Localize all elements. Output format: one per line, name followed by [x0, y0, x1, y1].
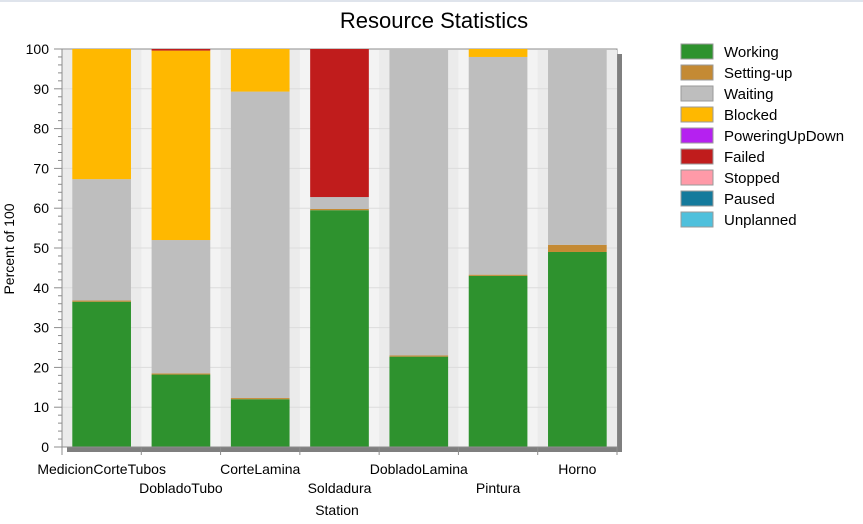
bar-segment-setting-up-dobladolamina	[389, 355, 449, 357]
bar-segment-waiting-horno	[548, 49, 607, 245]
legend-label-waiting: Waiting	[724, 86, 773, 103]
legend: Working Setting-up Waiting Blocked PoweringU…	[680, 43, 844, 229]
x-tick-label: Pintura	[476, 480, 521, 496]
legend-swatch-stopped	[680, 169, 714, 186]
bar-segment-blocked-pintura	[468, 49, 528, 57]
x-tick-label: DobladoTubo	[139, 480, 223, 496]
bar-segment-working-cortelamina	[230, 399, 290, 447]
bar-segment-working-horno	[548, 251, 607, 447]
legend-label-unplanned: Unplanned	[724, 212, 797, 229]
bar-segment-setting-up-medicioncortetubos	[72, 300, 131, 302]
plot-area	[61, 48, 622, 452]
legend-swatch-poweringupdown	[680, 127, 714, 144]
y-axis-label: Percent of 100	[1, 203, 17, 294]
bar-segment-failed-soldadura	[310, 49, 369, 198]
legend-swatch-unplanned	[680, 211, 714, 228]
legend-label-failed: Failed	[724, 149, 765, 166]
y-tick-label: 50	[33, 240, 49, 256]
legend-swatch-waiting	[680, 85, 714, 102]
x-tick-label: Soldadura	[308, 480, 372, 496]
legend-label-working: Working	[724, 44, 779, 61]
legend-label-poweringupdown: PoweringUpDown	[724, 128, 844, 145]
y-axis: 0 10 20 30 40 50 60 70 80 90 100	[26, 41, 63, 455]
legend-label-stopped: Stopped	[724, 170, 780, 187]
y-tick-label: 90	[33, 81, 49, 97]
bar-segment-working-dobladotubo	[151, 374, 211, 447]
bar-segment-working-soldadura	[310, 210, 369, 447]
y-tick-label: 10	[33, 399, 49, 415]
bar-segment-working-dobladolamina	[389, 356, 449, 447]
legend-label-blocked: Blocked	[724, 107, 777, 124]
bar-segment-blocked-cortelamina	[230, 49, 290, 92]
x-tick-label: MedicionCorteTubos	[37, 461, 166, 477]
y-tick-label: 80	[33, 121, 49, 137]
legend-swatch-failed	[680, 148, 714, 165]
x-tick-label: Horno	[558, 461, 596, 477]
legend-swatch-paused	[680, 190, 714, 207]
x-axis-label: Station	[315, 502, 359, 518]
bar-segment-waiting-dobladolamina	[389, 49, 449, 356]
y-tick-label: 0	[41, 439, 49, 455]
bar-segment-setting-up-dobladotubo	[151, 373, 211, 375]
bar-segment-working-medicioncortetubos	[72, 301, 131, 447]
y-tick-label: 20	[33, 359, 49, 375]
chart-title: Resource Statistics	[340, 8, 528, 33]
bar-segment-waiting-pintura	[468, 56, 528, 275]
bar-segment-working-pintura	[468, 275, 528, 447]
legend-label-setting-up: Setting-up	[724, 65, 792, 82]
x-axis: MedicionCorteTubos DobladoTubo CorteLamina…	[37, 446, 618, 496]
y-tick-label: 60	[33, 200, 49, 216]
bar-segment-waiting-medicioncortetubos	[72, 179, 131, 301]
y-tick-label: 30	[33, 320, 49, 336]
y-tick-label: 100	[26, 41, 50, 57]
bar-segment-blocked-dobladotubo	[151, 50, 211, 241]
bar-segment-failed-dobladotubo	[151, 49, 211, 51]
bar-segment-blocked-medicioncortetubos	[72, 49, 131, 180]
x-tick-label: CorteLamina	[220, 461, 300, 477]
bar-segment-waiting-soldadura	[310, 197, 369, 209]
bar-segment-waiting-dobladotubo	[151, 240, 211, 374]
bar-segment-waiting-cortelamina	[230, 91, 290, 399]
legend-label-paused: Paused	[724, 191, 775, 208]
y-tick-label: 70	[33, 160, 49, 176]
legend-swatch-working	[680, 43, 714, 60]
x-tick-label: DobladoLamina	[370, 461, 468, 477]
bar-segment-setting-up-pintura	[468, 274, 528, 276]
legend-swatch-blocked	[680, 106, 714, 123]
legend-swatch-setting-up	[680, 64, 714, 81]
y-tick-label: 40	[33, 280, 49, 296]
bar-segment-setting-up-cortelamina	[230, 398, 290, 400]
bar-segment-setting-up-horno	[548, 244, 607, 252]
bar-segment-setting-up-soldadura	[310, 208, 369, 211]
